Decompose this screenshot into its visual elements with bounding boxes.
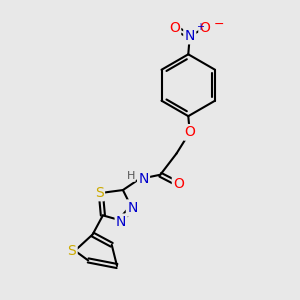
Text: N: N <box>138 172 149 186</box>
Text: H: H <box>127 171 135 181</box>
Text: N: N <box>127 201 137 215</box>
Text: N: N <box>184 29 195 43</box>
Text: N: N <box>116 215 126 229</box>
Text: O: O <box>173 177 184 191</box>
Text: +: + <box>196 22 204 32</box>
Text: O: O <box>200 21 211 35</box>
Text: S: S <box>95 186 104 200</box>
Text: O: O <box>169 21 180 35</box>
Text: O: O <box>184 125 195 139</box>
Text: −: − <box>213 18 224 32</box>
Text: S: S <box>68 244 76 258</box>
